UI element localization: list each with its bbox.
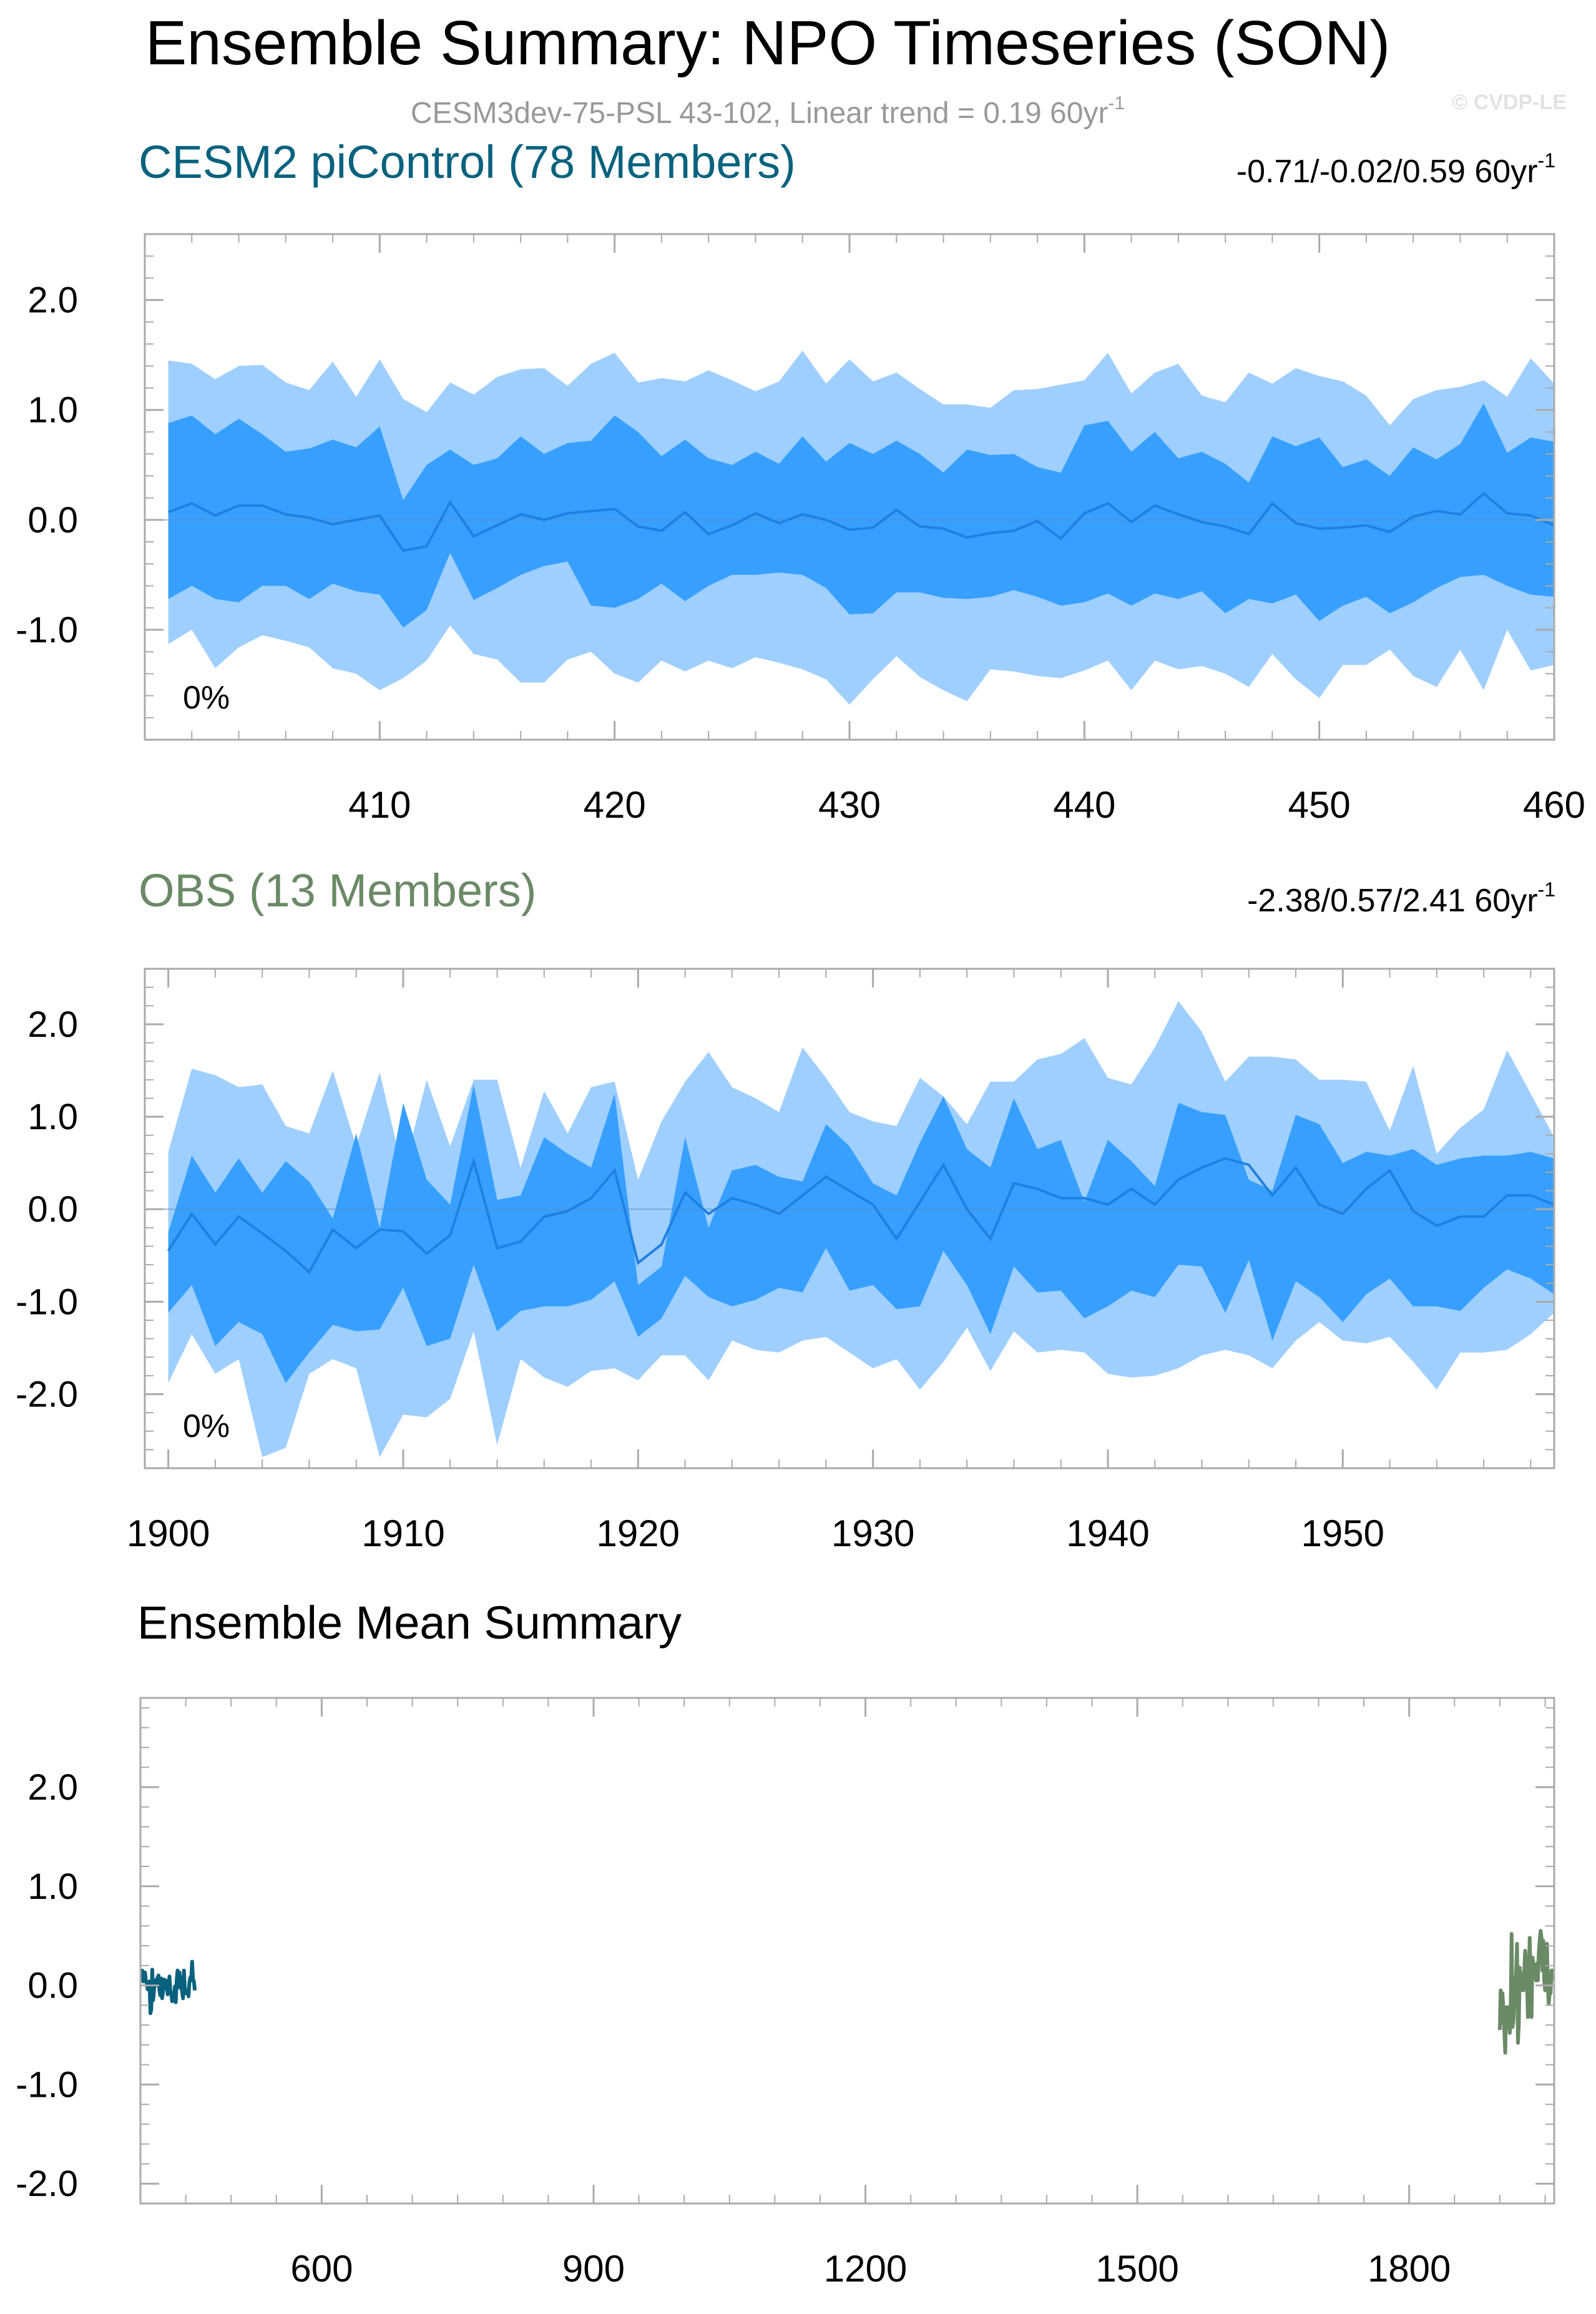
panel-mean-title: Ensemble Mean Summary [137,1597,682,1649]
obs-frame [144,968,1555,1469]
cesm-ytick-label: -1.0 [16,610,78,650]
mean-ytick-label: -1.0 [16,2064,78,2105]
mean-summary-line-cesm [139,1959,197,2016]
cesm-ensemble-mean-line [167,491,1555,552]
obs-xtick-label: 1950 [1301,1512,1384,1554]
cesm-xtick-label: 420 [584,784,646,826]
panel-ensemble-mean: Ensemble Mean Summary 2.0 1.0 0.0 -1.0 -2.0 6… [16,1597,1555,2290]
cesm-xtick-label: 440 [1053,784,1115,826]
figure-subtitle: CESM3dev-75-PSL 43-102, Linear trend = 0… [411,93,1125,130]
mean-ytick-label: 2.0 [27,1767,78,1808]
panel-obs-title: OBS (13 Members) [139,865,536,916]
obs-ytick-label: -2.0 [16,1374,78,1414]
cesm-xtick-label: 410 [348,784,411,826]
cesm-ytick-label: 2.0 [27,280,78,321]
cesm-ytick-label: 0.0 [27,500,78,541]
panel-obs-trend-sup: -1 [1538,878,1555,901]
cesm-xtick-label: 460 [1523,784,1585,826]
panel-cesm-percent: 0% [183,680,230,716]
obs-band-84-16 [168,1084,1554,1383]
mean-summary-line-obs [1497,1929,1555,2055]
panel-obs-percent: 0% [183,1408,230,1444]
panel-mean-plot: 2.0 1.0 0.0 -1.0 -2.0 600 900 1200 1500 1800 [16,1697,1555,2290]
mean-ytick-label: 1.0 [27,1866,78,1907]
panel-obs-plot: 2.0 1.0 0.0 -1.0 -2.0 1900 1910 1920 1930 1940 195… [16,968,1555,1554]
panel-cesm-trend-text: -0.71/-0.02/0.59 60yr [1236,154,1538,190]
panel-obs-trend-text: -2.38/0.57/2.41 60yr [1247,883,1537,919]
obs-xtick-label: 1900 [127,1512,210,1554]
mean-xtick-label: 600 [290,2248,353,2290]
panel-cesm-title: CESM2 piControl (78 Members) [139,136,796,188]
panel-obs-trend: -2.38/0.57/2.41 60yr-1 [1247,878,1555,919]
cesm-band-84-16 [168,403,1554,628]
obs-ensemble-mean-line [167,1157,1555,1275]
mean-xtick-label: 1200 [824,2248,907,2290]
cesm-xtick-label: 430 [818,784,881,826]
panel-obs: OBS (13 Members) -2.38/0.57/2.41 60yr-1 … [16,865,1555,1554]
obs-ytick-label: 0.0 [27,1189,78,1230]
mean-ytick-label: -2.0 [16,2164,78,2204]
subtitle-text: CESM3dev-75-PSL 43-102, Linear trend = 0… [411,97,1109,130]
copyright: © CVDP-LE [1452,91,1567,114]
subtitle-sup: -1 [1108,93,1125,114]
mean-frame [139,1697,1555,2205]
mean-ytick-label: 0.0 [27,1966,78,2006]
obs-ytick-label: 2.0 [27,1004,78,1045]
obs-xtick-label: 1910 [361,1512,444,1554]
figure-title: Ensemble Summary: NPO Timeseries (SON) [145,8,1391,78]
panel-cesm2-picontrol: CESM2 piControl (78 Members) -0.71/-0.02… [16,136,1585,826]
obs-ytick-label: -1.0 [16,1282,78,1322]
mean-xtick-label: 1800 [1368,2248,1451,2290]
panel-cesm-plot: 2.0 1.0 0.0 -1.0 410 420 430 440 450 460 [16,233,1585,826]
cesm-ytick-label: 1.0 [27,390,78,431]
panel-cesm-trend: -0.71/-0.02/0.59 60yr-1 [1236,149,1555,190]
obs-ytick-label: 1.0 [27,1097,78,1137]
panel-cesm-trend-sup: -1 [1538,149,1555,172]
cesm-xtick-label: 450 [1288,784,1351,826]
obs-xtick-label: 1930 [831,1512,914,1554]
obs-xtick-label: 1920 [597,1512,680,1554]
mean-xtick-label: 900 [562,2248,625,2290]
mean-xtick-label: 1500 [1095,2248,1178,2290]
obs-xtick-label: 1940 [1066,1512,1149,1554]
